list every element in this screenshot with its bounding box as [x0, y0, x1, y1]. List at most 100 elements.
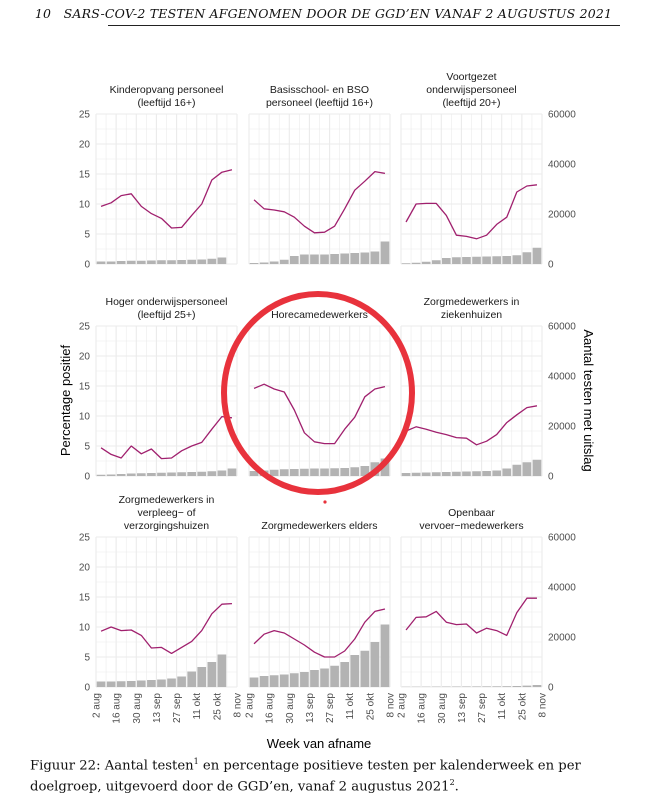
bar — [472, 256, 481, 264]
y-tick-label-right: 60000 — [548, 533, 576, 544]
bar — [126, 681, 136, 687]
x-tick-label: 16 aug — [265, 693, 276, 724]
bar — [249, 677, 259, 687]
bar — [380, 241, 390, 264]
bar — [411, 262, 421, 264]
y-tick-label-right: 40000 — [548, 372, 576, 383]
panel-title: Voortgezet — [446, 71, 496, 83]
panel-title: verzorgingshuizen — [124, 520, 209, 532]
percentage-line — [100, 602, 233, 655]
footnote-marker-2: 2 — [449, 778, 455, 788]
bar — [310, 468, 319, 476]
bar — [532, 459, 542, 476]
bar — [441, 258, 451, 264]
bar — [502, 256, 512, 264]
bar — [330, 468, 339, 476]
bar — [492, 256, 502, 264]
bar — [512, 464, 522, 476]
bar — [106, 474, 116, 476]
percentage-line — [100, 169, 233, 229]
bar — [126, 260, 136, 264]
panel-title: (leeftijd 16+) — [137, 97, 195, 109]
y-tick-label-left: 25 — [79, 322, 91, 333]
bar — [207, 258, 217, 264]
x-tick-label: 2 aug — [92, 693, 103, 718]
bar — [492, 470, 502, 476]
bar — [320, 254, 329, 264]
bar — [350, 253, 360, 264]
bar — [187, 259, 197, 264]
panel-title: verpleeg− of — [137, 507, 195, 519]
x-tick-label: 2 aug — [397, 693, 408, 718]
panel-4: Hoger onderwijspersoneel(leeftijd 25+) 0 5… — [79, 296, 238, 483]
y-tick-label-left: 20 — [79, 563, 91, 574]
bar — [452, 471, 461, 476]
bar — [441, 472, 451, 476]
bar — [360, 252, 370, 264]
bar — [350, 655, 360, 687]
bar — [330, 254, 339, 264]
y-tick-label-left: 5 — [84, 442, 90, 453]
footnote-marker-1: 1 — [193, 757, 199, 766]
bar — [472, 471, 481, 476]
bar — [472, 686, 481, 687]
bar — [136, 680, 146, 687]
header-rule — [108, 25, 620, 26]
bar — [207, 662, 217, 687]
annotation-circle — [221, 291, 415, 495]
bar — [116, 261, 126, 264]
percentage-line — [253, 608, 386, 658]
bar — [96, 474, 106, 476]
panel-title: Basisschool- en BSO — [270, 84, 369, 96]
panel-title: Zorgmedewerkers in — [424, 296, 520, 308]
bar — [421, 472, 431, 476]
percentage-line — [405, 405, 538, 446]
page-number: 10 — [34, 6, 52, 21]
bar — [482, 471, 491, 476]
y-tick-label-left: 5 — [84, 230, 90, 241]
y-tick-label-left: 20 — [79, 140, 91, 151]
bar — [502, 686, 512, 687]
bar — [512, 686, 522, 687]
x-tick-label: 13 sep — [305, 693, 316, 723]
bar — [227, 468, 237, 476]
bar — [380, 458, 390, 476]
bar — [197, 471, 207, 476]
y-tick-label-right: 60000 — [548, 322, 576, 333]
bar — [147, 473, 156, 476]
bar — [360, 650, 370, 687]
bar — [106, 261, 116, 264]
y-tick-label-left: 15 — [79, 382, 91, 393]
x-tick-label: 13 sep — [457, 693, 468, 723]
y-tick-label-right: 60000 — [548, 110, 576, 121]
x-tick-label: 13 sep — [152, 693, 163, 723]
x-axis-title: Week van afname — [267, 736, 372, 750]
y-tick-label-right: 20000 — [548, 210, 576, 221]
bar — [217, 257, 227, 264]
x-tick-label: 27 sep — [172, 693, 183, 723]
bar — [492, 686, 502, 687]
y-tick-label-right: 20000 — [548, 422, 576, 433]
bar — [269, 469, 279, 476]
bar — [340, 468, 350, 476]
bar — [462, 471, 471, 476]
y-tick-label-left: 10 — [79, 200, 91, 211]
bar — [289, 673, 299, 687]
bar — [532, 247, 542, 264]
x-tick-label: 25 okt — [517, 693, 528, 720]
bar — [249, 263, 259, 264]
y-tick-label-right: 40000 — [548, 583, 576, 594]
x-tick-label: 30 aug — [437, 693, 448, 724]
bar — [116, 681, 126, 687]
bar — [217, 654, 227, 687]
percentage-line — [405, 597, 537, 637]
panel-title: (leeftijd 20+) — [442, 97, 500, 109]
bar — [340, 253, 350, 264]
panel-title: Kinderopvang personeel — [110, 84, 224, 96]
x-tick-label: 8 nov — [538, 693, 549, 717]
bar — [269, 261, 279, 264]
bar — [187, 671, 197, 687]
bar — [522, 685, 532, 687]
